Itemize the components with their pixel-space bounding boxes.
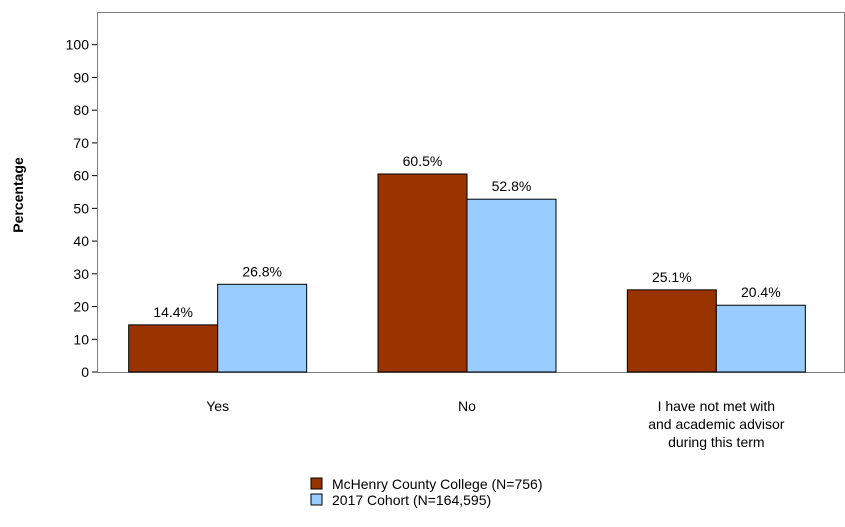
data-label: 25.1%: [652, 269, 692, 285]
y-tick-label: 50: [73, 200, 89, 216]
x-tick-label: and academic advisor: [648, 416, 785, 432]
y-tick-label: 60: [73, 168, 89, 184]
y-tick-label: 40: [73, 233, 89, 249]
x-axis: Yes No I have not met with and academic adv…: [206, 398, 785, 450]
x-tick-label: No: [458, 398, 476, 414]
y-tick-label: 70: [73, 135, 89, 151]
y-tick-label: 10: [73, 331, 89, 347]
data-label: 26.8%: [242, 263, 282, 279]
data-label: 52.8%: [492, 178, 532, 194]
data-label: 20.4%: [741, 284, 781, 300]
bars: 14.4% 26.8% 60.5% 52.8% 25.1% 20.4%: [128, 153, 806, 373]
x-tick-label: during this term: [668, 434, 764, 450]
x-tick-label: Yes: [206, 398, 229, 414]
legend-label: 2017 Cohort (N=164,595): [332, 492, 491, 508]
y-axis-title: Percentage: [10, 157, 26, 233]
legend-swatch: [310, 477, 323, 490]
y-axis: 0 10 20 30 40 50 60 70 80 90 100: [66, 37, 97, 380]
bar: [217, 283, 308, 373]
y-tick-label: 80: [73, 102, 89, 118]
y-tick-label: 20: [73, 299, 89, 315]
bar: [715, 304, 806, 373]
legend: McHenry County College (N=756)2017 Cohor…: [310, 476, 542, 508]
legend-swatch: [310, 493, 323, 506]
x-tick-label: I have not met with: [658, 398, 776, 414]
data-label: 14.4%: [153, 304, 193, 320]
bar: [128, 324, 219, 373]
y-tick-label: 30: [73, 266, 89, 282]
bar: [466, 198, 557, 373]
y-tick-label: 100: [66, 37, 90, 53]
bar: [377, 173, 468, 373]
y-tick-label: 90: [73, 69, 89, 85]
legend-label: McHenry County College (N=756): [332, 476, 542, 492]
data-label: 60.5%: [403, 153, 443, 169]
bar: [626, 289, 717, 373]
y-tick-label: 0: [81, 364, 89, 380]
